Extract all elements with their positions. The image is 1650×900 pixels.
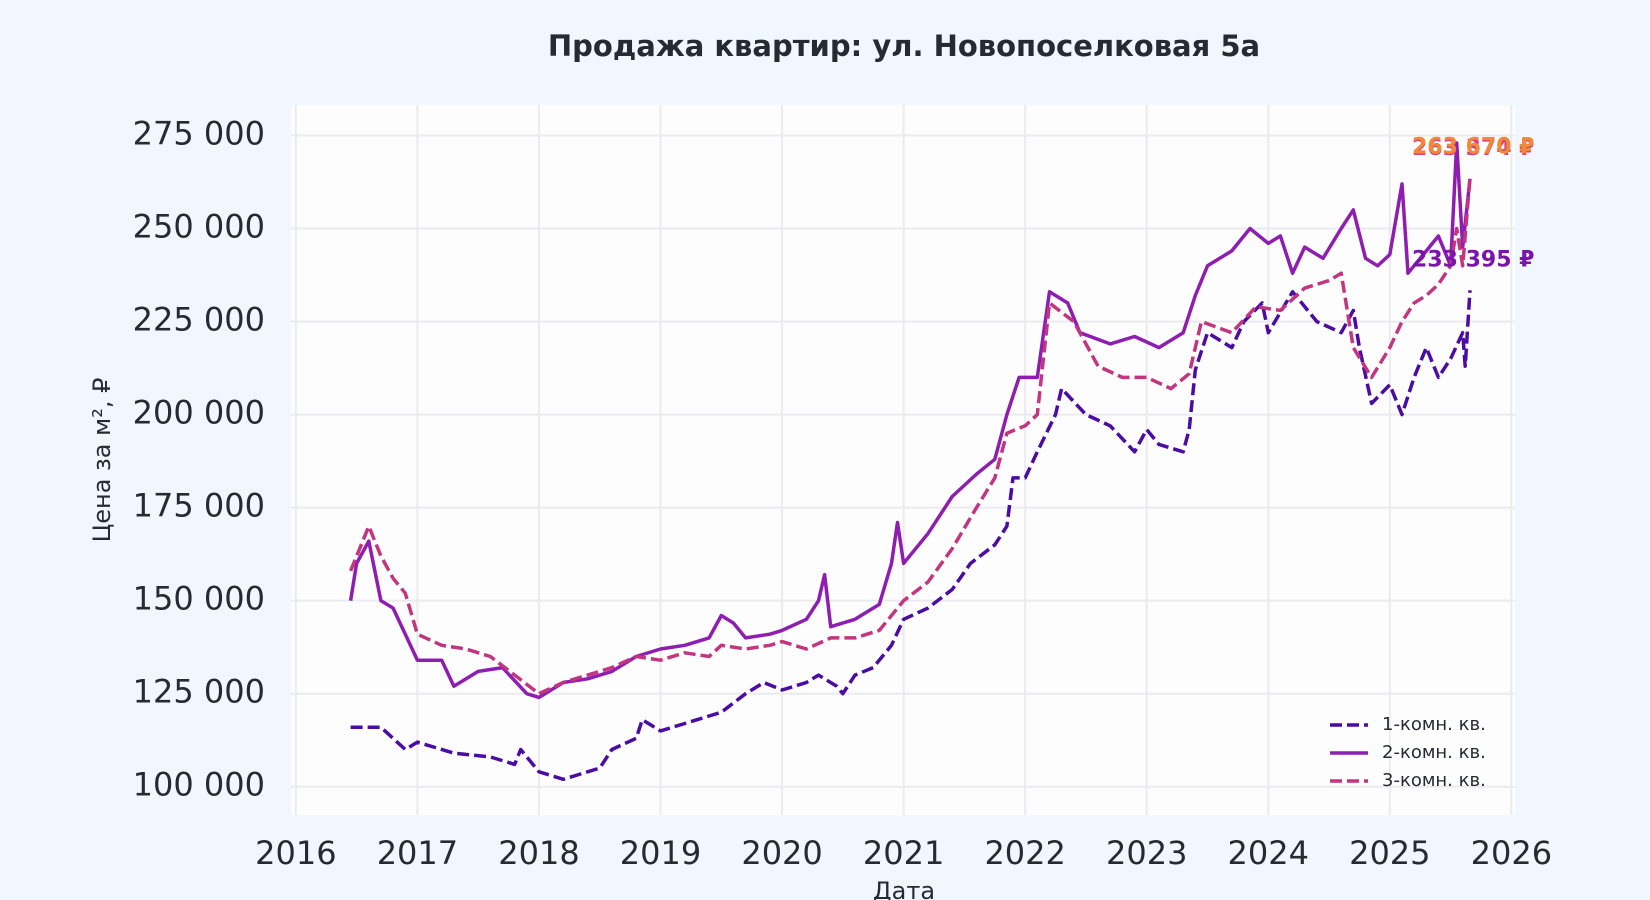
y-tick-label: 225 000	[133, 301, 265, 339]
chart-title: Продажа квартир: ул. Новопоселковая 5а	[548, 29, 1260, 63]
x-axis-label: Дата	[873, 877, 935, 900]
legend-label: 3-комн. кв.	[1382, 770, 1486, 791]
y-tick-label: 125 000	[133, 673, 265, 711]
y-tick-label: 250 000	[133, 208, 265, 246]
series-line	[350, 290, 1472, 782]
x-tick-label: 2016	[255, 834, 336, 872]
x-tick-label: 2022	[984, 834, 1065, 872]
x-tick-label: 2025	[1349, 834, 1430, 872]
series-line	[348, 177, 1472, 696]
legend: 1-комн. кв. 2-комн. кв. 3-комн. кв.	[1330, 714, 1486, 791]
legend-label: 1-комн. кв.	[1382, 714, 1486, 735]
y-tick-label: 200 000	[133, 394, 265, 432]
y-tick-label: 150 000	[133, 580, 265, 618]
end-label: 263 670 ₽	[1412, 135, 1534, 160]
y-tick-label: 275 000	[133, 115, 265, 153]
end-label: 263 374 ₽	[1412, 136, 1534, 161]
series-line	[348, 141, 1472, 700]
end-label: 233 395 ₽	[1412, 247, 1534, 272]
x-tick-label: 2018	[498, 834, 579, 872]
x-tick-label: 2026	[1471, 834, 1552, 872]
y-tick-label: 175 000	[133, 487, 265, 525]
x-tick-label: 2023	[1106, 834, 1187, 872]
y-axis-label: Цена за м², ₽	[88, 378, 116, 543]
legend-label: 2-комн. кв.	[1382, 742, 1486, 763]
x-tick-label: 2017	[377, 834, 458, 872]
x-tick-label: 2024	[1228, 834, 1309, 872]
x-tick-label: 2021	[863, 834, 944, 872]
y-tick-label: 100 000	[133, 766, 265, 804]
x-tick-label: 2020	[741, 834, 822, 872]
x-tick-label: 2019	[620, 834, 701, 872]
